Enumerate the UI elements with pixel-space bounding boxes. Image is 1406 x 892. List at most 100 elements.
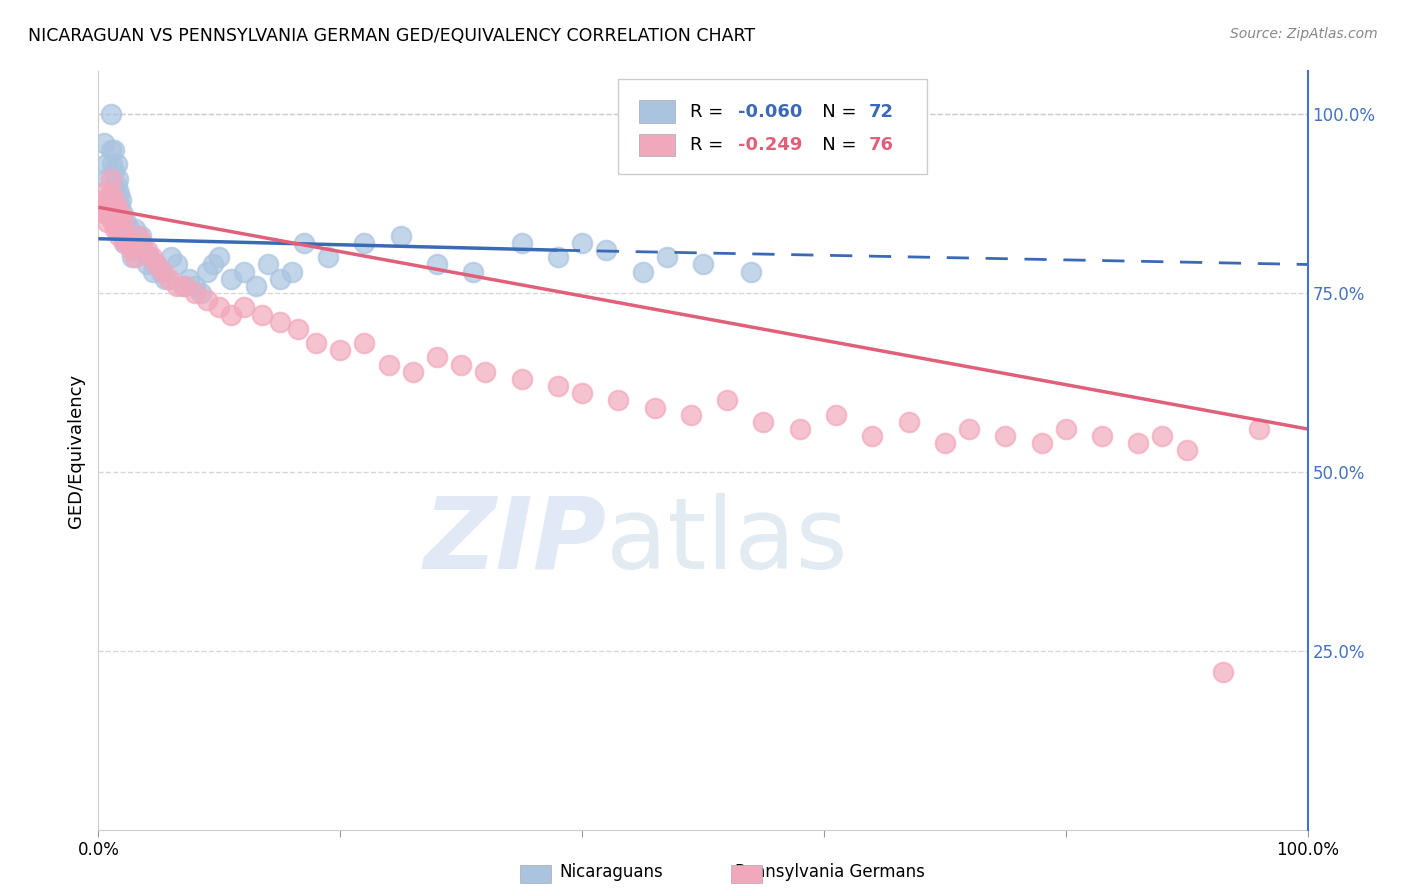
Point xyxy=(121,250,143,264)
Point xyxy=(195,293,218,308)
Point xyxy=(98,207,121,221)
Point xyxy=(184,279,207,293)
Point xyxy=(103,143,125,157)
Point xyxy=(107,171,129,186)
Point xyxy=(389,228,412,243)
Point xyxy=(679,408,702,422)
Point xyxy=(256,258,278,272)
Point xyxy=(118,235,141,250)
Text: 72: 72 xyxy=(869,103,894,120)
Point xyxy=(93,136,115,150)
Point xyxy=(292,235,315,250)
Point xyxy=(450,358,472,372)
Point xyxy=(107,193,129,207)
Point xyxy=(98,207,121,221)
Point xyxy=(245,279,267,293)
Point xyxy=(105,178,128,193)
Point xyxy=(353,336,375,351)
Point xyxy=(97,200,120,214)
Text: Pennsylvania Germans: Pennsylvania Germans xyxy=(734,863,925,881)
Point xyxy=(100,200,122,214)
Point xyxy=(402,365,425,379)
Point xyxy=(994,429,1017,443)
Point xyxy=(91,200,114,214)
Point xyxy=(1091,429,1114,443)
Point xyxy=(101,207,124,221)
Point xyxy=(110,221,132,235)
Point xyxy=(160,250,183,264)
Point xyxy=(142,265,165,279)
Point xyxy=(103,214,125,228)
Point xyxy=(105,157,128,171)
Point xyxy=(208,250,231,264)
Point xyxy=(221,308,243,322)
Point xyxy=(547,250,569,264)
Text: ZIP: ZIP xyxy=(423,493,606,590)
Point xyxy=(860,429,883,443)
Text: -0.060: -0.060 xyxy=(738,103,803,120)
Point xyxy=(93,193,115,207)
Point xyxy=(1152,429,1174,443)
Point xyxy=(1031,436,1053,450)
Point xyxy=(104,207,127,221)
Point xyxy=(112,228,135,243)
Point xyxy=(1212,665,1234,680)
Point xyxy=(595,243,617,257)
Point xyxy=(353,235,375,250)
Text: NICARAGUAN VS PENNSYLVANIA GERMAN GED/EQUIVALENCY CORRELATION CHART: NICARAGUAN VS PENNSYLVANIA GERMAN GED/EQ… xyxy=(28,27,755,45)
Point xyxy=(131,235,153,250)
Point xyxy=(232,265,254,279)
Point xyxy=(124,221,146,235)
Point xyxy=(118,221,141,235)
Point xyxy=(141,250,163,264)
Point xyxy=(127,235,149,250)
Point xyxy=(97,193,120,207)
Point xyxy=(208,301,231,315)
Point xyxy=(631,265,654,279)
Point xyxy=(111,207,134,221)
Point xyxy=(221,272,243,286)
Point xyxy=(153,272,176,286)
Point xyxy=(1128,436,1150,450)
Point xyxy=(184,286,207,301)
Point xyxy=(547,379,569,393)
Point xyxy=(127,228,149,243)
Point xyxy=(91,186,114,200)
Point xyxy=(166,258,188,272)
Point xyxy=(463,265,485,279)
FancyBboxPatch shape xyxy=(619,79,927,174)
Point xyxy=(250,308,273,322)
Point xyxy=(825,408,848,422)
Point xyxy=(174,279,197,293)
Point xyxy=(120,243,142,257)
Point xyxy=(100,107,122,121)
Point xyxy=(104,221,127,235)
Point xyxy=(96,171,118,186)
Point xyxy=(202,258,225,272)
Point xyxy=(752,415,775,429)
Point xyxy=(132,243,155,257)
Point xyxy=(124,250,146,264)
Point xyxy=(103,193,125,207)
Point xyxy=(316,250,339,264)
Point xyxy=(644,401,666,415)
Point xyxy=(607,393,630,408)
Point xyxy=(96,214,118,228)
Point xyxy=(329,343,352,358)
Point xyxy=(145,258,167,272)
FancyBboxPatch shape xyxy=(638,100,675,123)
Text: Source: ZipAtlas.com: Source: ZipAtlas.com xyxy=(1230,27,1378,41)
Point xyxy=(108,228,131,243)
Point xyxy=(101,200,124,214)
Point xyxy=(118,235,141,250)
Point xyxy=(934,436,956,450)
Point xyxy=(152,265,174,279)
Text: Nicaraguans: Nicaraguans xyxy=(560,863,664,881)
Point xyxy=(105,200,128,214)
Point xyxy=(138,250,160,264)
Point xyxy=(1054,422,1077,436)
Point xyxy=(195,265,218,279)
Point xyxy=(94,157,117,171)
Point xyxy=(103,164,125,178)
Point xyxy=(108,221,131,235)
